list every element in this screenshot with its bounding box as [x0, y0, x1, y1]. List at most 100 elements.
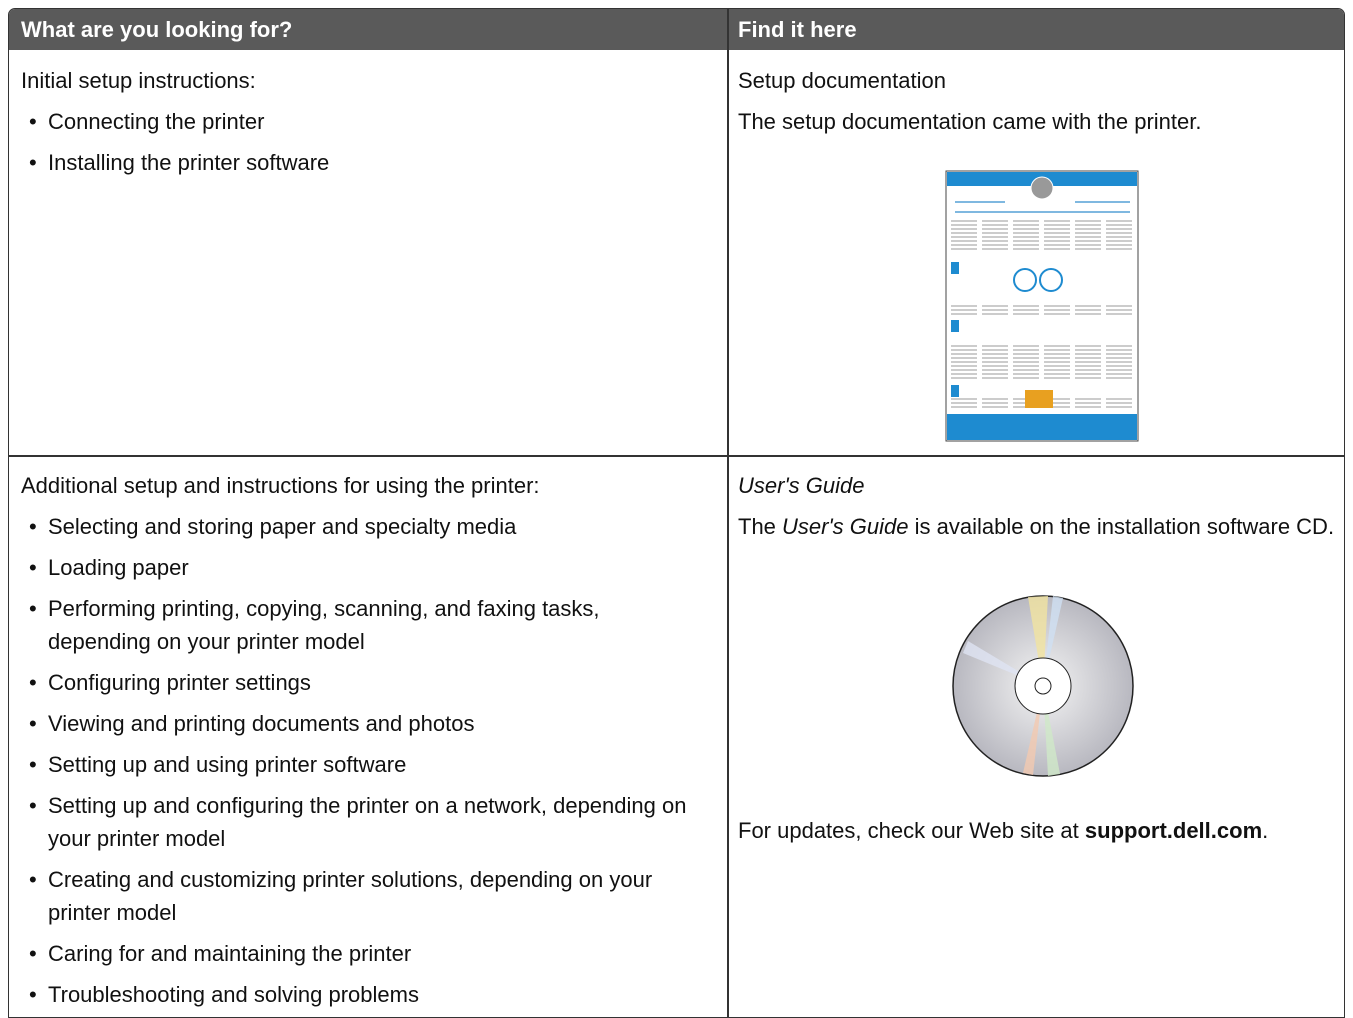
text-placeholder — [1106, 369, 1132, 371]
text-placeholder — [982, 357, 1008, 359]
cell: Additional setup and instructions for us… — [9, 469, 727, 1011]
table-header: What are you looking for? Find it here — [9, 9, 1344, 50]
cell: Initial setup instructions: Connecting t… — [9, 64, 727, 179]
text-placeholder — [1044, 369, 1070, 371]
bullet-item: Setting up and using printer software — [9, 748, 708, 781]
text-placeholder — [1013, 353, 1039, 355]
text-placeholder — [1013, 236, 1039, 238]
text-placeholder — [1106, 365, 1132, 367]
text-placeholder — [1106, 232, 1132, 234]
header-cell: Find it here — [738, 17, 857, 42]
text-placeholder — [1013, 309, 1039, 311]
text-placeholder — [1013, 357, 1039, 359]
text-placeholder — [1044, 349, 1070, 351]
text-placeholder — [982, 353, 1008, 355]
text-placeholder — [1044, 228, 1070, 230]
text-placeholder — [1075, 224, 1101, 226]
text-placeholder — [982, 240, 1008, 242]
text-placeholder — [1013, 232, 1039, 234]
bullet-list: Selecting and storing paper and specialt… — [9, 510, 727, 1011]
text-placeholder — [1075, 349, 1101, 351]
text-italic: User's Guide — [782, 514, 909, 539]
text-placeholder — [1075, 373, 1101, 375]
text: is available on the installation softwar… — [908, 514, 1335, 539]
text-placeholder — [1075, 357, 1101, 359]
text-placeholder — [951, 377, 977, 379]
text-placeholder — [951, 349, 977, 351]
text-placeholder — [1075, 369, 1101, 371]
header-cell: What are you looking for? — [21, 17, 293, 42]
column-divider — [727, 9, 729, 1017]
text: The — [738, 514, 783, 539]
text-placeholder — [1013, 349, 1039, 351]
text-placeholder — [982, 309, 1008, 311]
text-placeholder — [1106, 357, 1132, 359]
bullet-item: Configuring printer settings — [9, 666, 708, 699]
text-placeholder — [1075, 365, 1101, 367]
text-placeholder — [1044, 305, 1070, 307]
text-placeholder — [982, 373, 1008, 375]
text-placeholder — [951, 220, 977, 222]
bullet-item: Caring for and maintaining the printer — [9, 937, 708, 970]
text-placeholder — [1106, 345, 1132, 347]
cell: User's Guide The User's Guide is availab… — [738, 469, 1338, 843]
cell-footer: For updates, check our Web site at suppo… — [738, 814, 1268, 847]
text-placeholder — [1106, 305, 1132, 307]
text-placeholder — [1044, 248, 1070, 250]
bullet-item: Creating and customizing printer solutio… — [9, 863, 708, 929]
bullet-list: Connecting the printer Installing the pri… — [9, 105, 727, 179]
text-placeholder — [951, 236, 977, 238]
text-placeholder — [982, 398, 1008, 400]
text-placeholder — [951, 244, 977, 246]
text-placeholder — [1013, 220, 1039, 222]
text-placeholder — [1106, 220, 1132, 222]
text-placeholder — [1106, 309, 1132, 311]
text-placeholder — [1013, 377, 1039, 379]
cell-intro: Additional setup and instructions for us… — [21, 473, 540, 498]
bullet-item: Performing printing, copying, scanning, … — [9, 592, 708, 658]
text-placeholder — [951, 305, 977, 307]
text-placeholder — [1106, 377, 1132, 379]
text-placeholder — [951, 313, 977, 315]
text-placeholder — [1106, 406, 1132, 408]
text-placeholder — [1075, 377, 1101, 379]
text-placeholder — [951, 361, 977, 363]
text-placeholder — [951, 398, 977, 400]
text-placeholder — [1106, 349, 1132, 351]
text-placeholder — [1106, 236, 1132, 238]
text-placeholder — [1106, 248, 1132, 250]
text-placeholder — [982, 305, 1008, 307]
setup-document-image — [945, 170, 1139, 442]
text-placeholder — [951, 345, 977, 347]
text-placeholder — [951, 406, 977, 408]
text-placeholder — [1075, 406, 1101, 408]
cell-intro: Initial setup instructions: — [21, 68, 256, 93]
text-placeholder — [982, 313, 1008, 315]
text-placeholder — [1013, 345, 1039, 347]
text-placeholder — [1075, 398, 1101, 400]
text-placeholder — [1044, 224, 1070, 226]
text-placeholder — [1013, 244, 1039, 246]
text-placeholder — [1044, 345, 1070, 347]
bullet-item: Selecting and storing paper and specialt… — [9, 510, 708, 543]
text-placeholder — [1106, 313, 1132, 315]
bullet-item: Loading paper — [9, 551, 708, 584]
text-placeholder — [982, 220, 1008, 222]
text-placeholder — [951, 357, 977, 359]
text-placeholder — [1013, 313, 1039, 315]
text-placeholder — [1075, 361, 1101, 363]
text-placeholder — [1013, 361, 1039, 363]
text-placeholder — [1075, 402, 1101, 404]
text-placeholder — [1044, 398, 1070, 400]
text-placeholder — [1013, 369, 1039, 371]
text-placeholder — [1075, 309, 1101, 311]
text-placeholder — [1044, 402, 1070, 404]
text-placeholder — [1044, 244, 1070, 246]
text-placeholder — [1013, 224, 1039, 226]
cell-title: Setup documentation — [738, 68, 946, 93]
cell-text: The setup documentation came with the pr… — [738, 109, 1202, 134]
text-placeholder — [1075, 248, 1101, 250]
text-placeholder — [1044, 377, 1070, 379]
text-placeholder — [982, 248, 1008, 250]
